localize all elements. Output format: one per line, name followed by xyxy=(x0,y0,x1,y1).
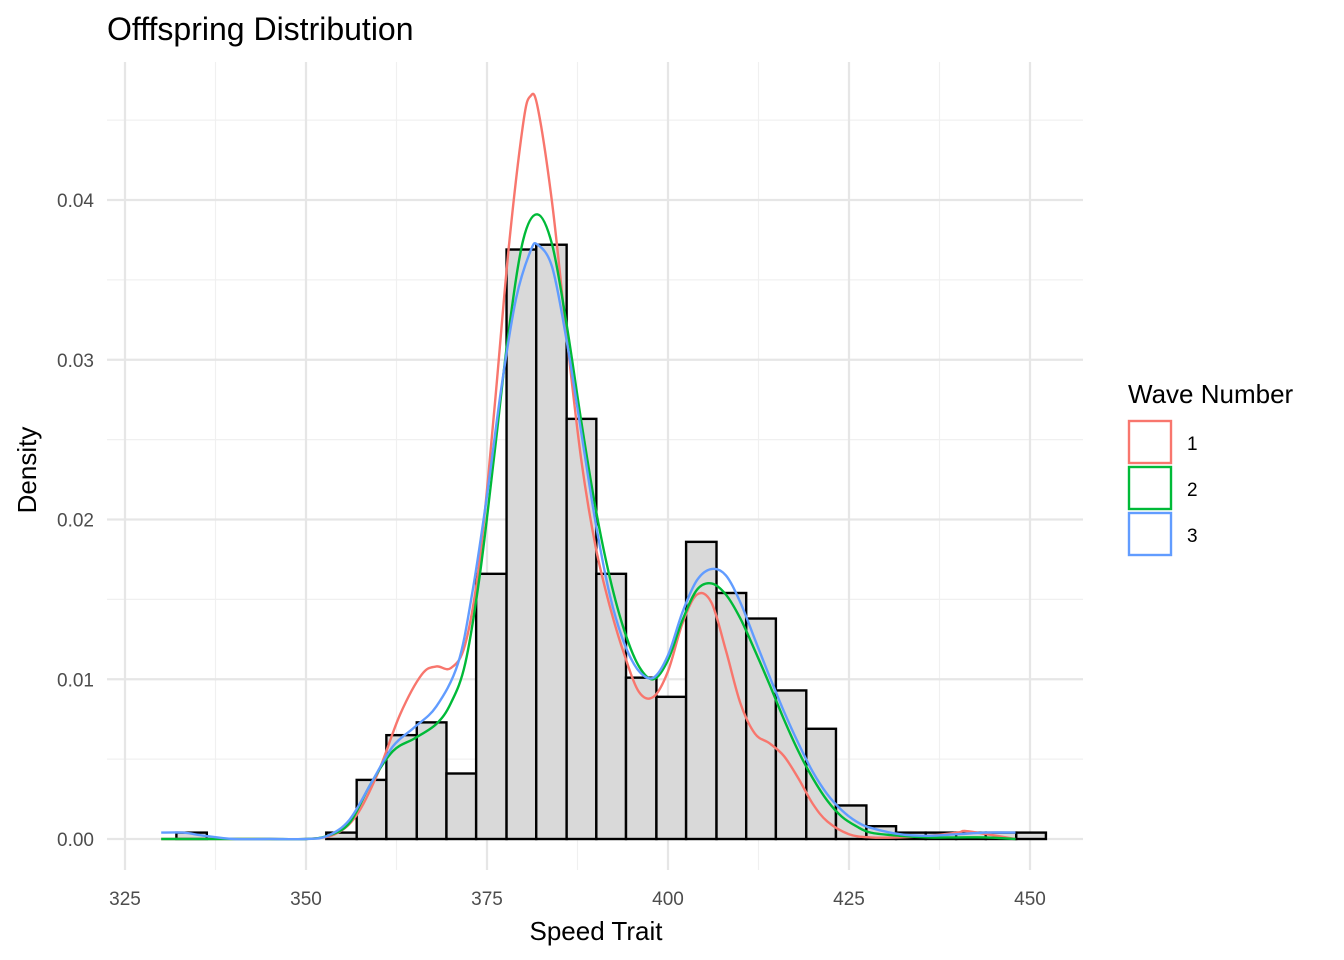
y-tick-label: 0.01 xyxy=(57,670,94,691)
legend-item-1: 1 xyxy=(1127,419,1198,465)
density-curve-wave-2 xyxy=(161,213,1016,841)
histogram-bar xyxy=(474,572,508,841)
density-curve-wave-1 xyxy=(161,92,1016,841)
legend-key-swatch xyxy=(1127,419,1173,465)
legend-key-swatch xyxy=(1127,465,1173,511)
legend-items: 1 2 3 xyxy=(1127,419,1198,557)
y-axis-ticks: 0.00 0.01 0.02 0.03 0.04 xyxy=(57,191,94,851)
histogram-bar xyxy=(445,772,478,841)
legend-label: 1 xyxy=(1187,434,1198,455)
x-axis-ticks: 325 350 375 400 425 450 xyxy=(109,889,1046,910)
legend-label: 2 xyxy=(1187,480,1198,501)
histogram-bar xyxy=(415,721,448,841)
histogram-bars xyxy=(175,243,1048,841)
y-tick-label: 0.03 xyxy=(57,351,94,372)
density-curves xyxy=(161,92,1016,841)
x-tick-label: 375 xyxy=(471,889,503,910)
y-tick-label: 0.00 xyxy=(57,830,94,851)
chart-title: Offfspring Distribution xyxy=(107,11,414,47)
x-tick-label: 450 xyxy=(1014,889,1046,910)
legend-title: Wave Number xyxy=(1128,379,1294,409)
x-tick-label: 350 xyxy=(290,889,322,910)
histogram-bar xyxy=(535,243,568,841)
legend: Wave Number 1 2 3 xyxy=(1127,379,1294,557)
x-tick-label: 325 xyxy=(109,889,141,910)
y-tick-label: 0.04 xyxy=(57,191,94,212)
legend-key-swatch xyxy=(1127,511,1173,557)
histogram-bar xyxy=(505,248,538,841)
histogram-bar xyxy=(655,695,688,841)
x-axis-title: Speed Trait xyxy=(530,916,664,946)
x-tick-label: 400 xyxy=(652,889,684,910)
legend-item-3: 3 xyxy=(1127,511,1198,557)
y-axis-title: Density xyxy=(12,427,42,514)
x-tick-label: 425 xyxy=(833,889,865,910)
legend-item-2: 2 xyxy=(1127,465,1198,511)
density-curve-wave-3 xyxy=(161,242,1016,841)
histogram-bar xyxy=(1015,831,1048,841)
y-tick-label: 0.02 xyxy=(57,511,94,532)
legend-label: 3 xyxy=(1187,526,1198,547)
histogram-bar xyxy=(624,676,658,841)
